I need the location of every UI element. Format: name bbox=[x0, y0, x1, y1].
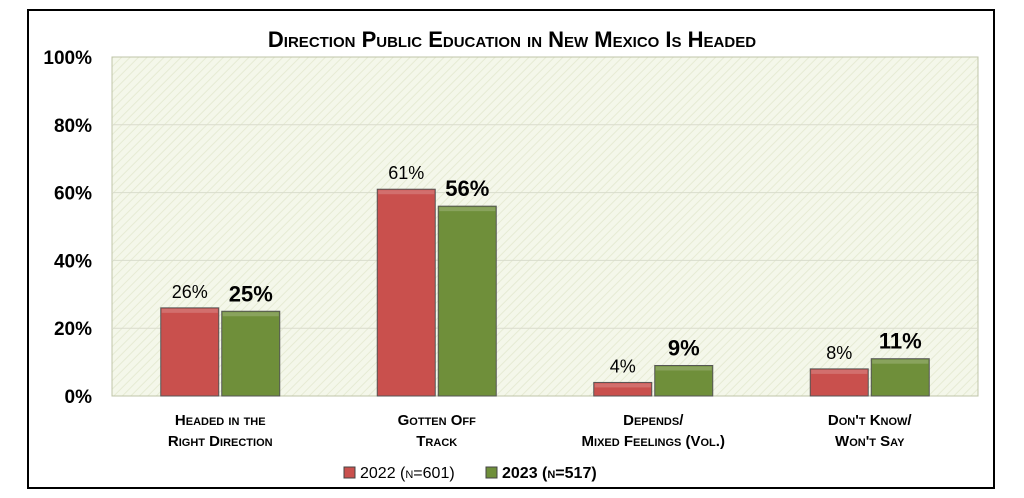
data-label: 9% bbox=[668, 335, 700, 360]
x-tick-label: Depends/ bbox=[623, 412, 684, 429]
bar-highlight bbox=[872, 359, 929, 364]
bar-highlight bbox=[378, 190, 435, 195]
x-tick-label: Gotten Off bbox=[398, 412, 476, 429]
y-tick-label: 100% bbox=[43, 48, 92, 69]
x-tick-label: Won't Say bbox=[835, 433, 905, 450]
legend-swatch bbox=[485, 466, 498, 479]
x-tick-label: Headed in the bbox=[175, 412, 266, 429]
bar bbox=[221, 310, 281, 397]
data-label: 25% bbox=[229, 281, 273, 306]
data-label: 8% bbox=[826, 343, 852, 363]
data-label: 26% bbox=[172, 282, 208, 302]
data-label: 4% bbox=[610, 356, 636, 376]
x-tick-label: Track bbox=[416, 433, 457, 450]
y-tick-label: 0% bbox=[65, 387, 93, 408]
bar bbox=[654, 364, 714, 397]
y-tick-label: 20% bbox=[54, 319, 92, 340]
bar-highlight bbox=[655, 366, 712, 371]
chart-title: Direction Public Education in New Mexico… bbox=[268, 27, 756, 52]
bar bbox=[437, 205, 497, 397]
data-label: 56% bbox=[445, 176, 489, 201]
legend-swatch bbox=[343, 466, 356, 479]
x-tick-label: Don't Know/ bbox=[828, 412, 913, 429]
bar-highlight bbox=[811, 369, 868, 374]
bar-highlight bbox=[161, 308, 218, 313]
bar bbox=[870, 358, 930, 397]
legend-label: 2022 (n=601) bbox=[360, 465, 455, 482]
y-tick-label: 60% bbox=[54, 184, 92, 205]
bar bbox=[376, 188, 436, 397]
bar-highlight bbox=[594, 383, 651, 388]
x-tick-label: Mixed Feelings (Vol.) bbox=[582, 433, 725, 450]
data-label: 61% bbox=[388, 163, 424, 183]
bar bbox=[593, 381, 653, 397]
bar-highlight bbox=[439, 207, 496, 212]
legend-label: 2023 (n=517) bbox=[502, 465, 597, 482]
data-label: 11% bbox=[879, 329, 922, 354]
bar bbox=[160, 307, 220, 397]
y-tick-label: 40% bbox=[54, 251, 92, 272]
bar-highlight bbox=[222, 312, 279, 317]
y-tick-label: 80% bbox=[54, 116, 92, 137]
bar bbox=[809, 368, 869, 397]
x-tick-label: Right Direction bbox=[168, 433, 273, 450]
